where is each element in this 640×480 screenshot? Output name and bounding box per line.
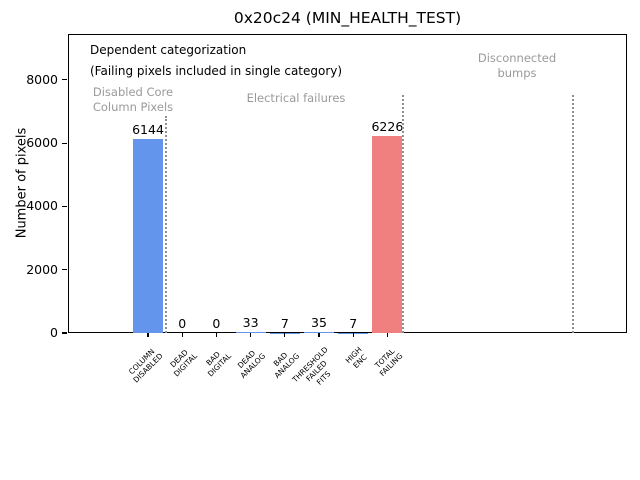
x-tick-label: HIGH ENC	[343, 345, 369, 371]
separator-line	[572, 95, 574, 333]
bar	[372, 136, 403, 333]
x-tick-label: COLUMN DISABLED	[127, 346, 165, 385]
note-line-2: (Failing pixels included in single categ…	[90, 64, 343, 78]
x-tick-mark	[352, 333, 354, 337]
separator-line	[402, 95, 404, 333]
y-tick-mark	[62, 205, 67, 208]
x-tick-label: TOTAL FAILING	[372, 346, 405, 379]
y-tick-label: 0	[50, 325, 58, 340]
y-tick-mark	[62, 332, 67, 334]
x-tick-label: DEAD DIGITAL	[168, 347, 200, 379]
chart-title: 0x20c24 (MIN_HEALTH_TEST)	[233, 9, 462, 27]
note-line-1: Dependent categorization	[90, 43, 247, 57]
y-tick-label: 2000	[26, 261, 58, 277]
x-tick-mark	[284, 333, 286, 337]
y-tick-mark	[62, 79, 67, 81]
bar-value-label: 0	[178, 316, 187, 331]
y-tick-mark	[62, 269, 67, 271]
group-label: Disconnected bumps	[477, 51, 557, 80]
x-tick-mark	[386, 333, 388, 337]
bar-value-label: 35	[311, 314, 327, 330]
bar	[133, 138, 163, 333]
x-tick-mark	[181, 333, 183, 337]
bar-value-label: 7	[280, 315, 289, 331]
plot-area	[68, 34, 627, 333]
y-tick-label: 8000	[26, 71, 58, 87]
x-tick-mark	[318, 333, 320, 337]
bar	[235, 331, 266, 333]
bar-value-label: 6226	[371, 119, 404, 134]
group-label: Disabled Core Column Pixels	[92, 85, 174, 114]
x-tick-label: BAD DIGITAL	[204, 349, 234, 379]
y-tick-label: 4000	[26, 198, 58, 214]
x-tick-label: DEAD ANALOG	[235, 348, 268, 381]
y-tick-mark	[62, 142, 67, 144]
bar-value-label: 6144	[132, 121, 164, 137]
x-tick-mark	[147, 333, 149, 337]
separator-line	[165, 116, 167, 333]
bar-value-label: 7	[349, 315, 358, 331]
y-tick-label: 6000	[26, 135, 58, 151]
bar-value-label: 0	[212, 316, 221, 331]
x-tick-mark	[250, 333, 252, 337]
group-label: Electrical failures	[246, 91, 346, 105]
bar	[304, 331, 334, 333]
x-tick-mark	[215, 333, 217, 337]
bar-value-label: 33	[242, 314, 259, 330]
